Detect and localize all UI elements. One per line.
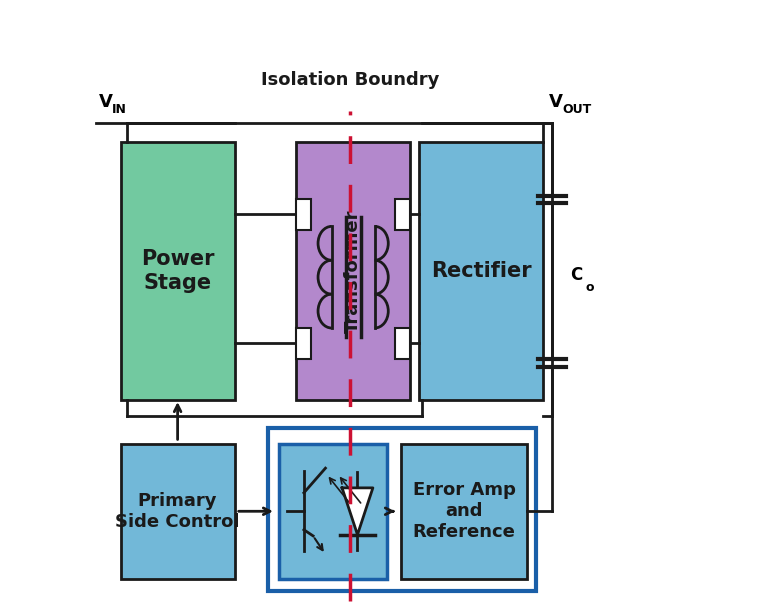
Text: C: C: [571, 266, 583, 284]
Text: OUT: OUT: [562, 103, 591, 116]
Text: V: V: [99, 93, 113, 111]
Bar: [120, 142, 234, 400]
Text: Power
Stage: Power Stage: [141, 249, 214, 293]
Bar: [268, 428, 537, 591]
Text: Isolation Boundry: Isolation Boundry: [261, 71, 439, 89]
Bar: [279, 444, 387, 579]
Bar: [296, 142, 410, 400]
Bar: [120, 444, 234, 579]
Text: IN: IN: [111, 103, 126, 116]
Bar: [395, 328, 410, 359]
Bar: [419, 142, 543, 400]
Bar: [395, 199, 410, 230]
Text: Rectifier: Rectifier: [431, 261, 531, 281]
Polygon shape: [342, 488, 373, 535]
Text: Error Amp
and
Reference: Error Amp and Reference: [412, 482, 516, 541]
Text: V: V: [549, 93, 563, 111]
Bar: [295, 328, 311, 359]
Text: Transformer: Transformer: [344, 209, 362, 333]
Text: o: o: [586, 281, 594, 294]
Bar: [295, 199, 311, 230]
Text: Primary
Side Control: Primary Side Control: [116, 492, 240, 530]
Bar: [401, 444, 527, 579]
